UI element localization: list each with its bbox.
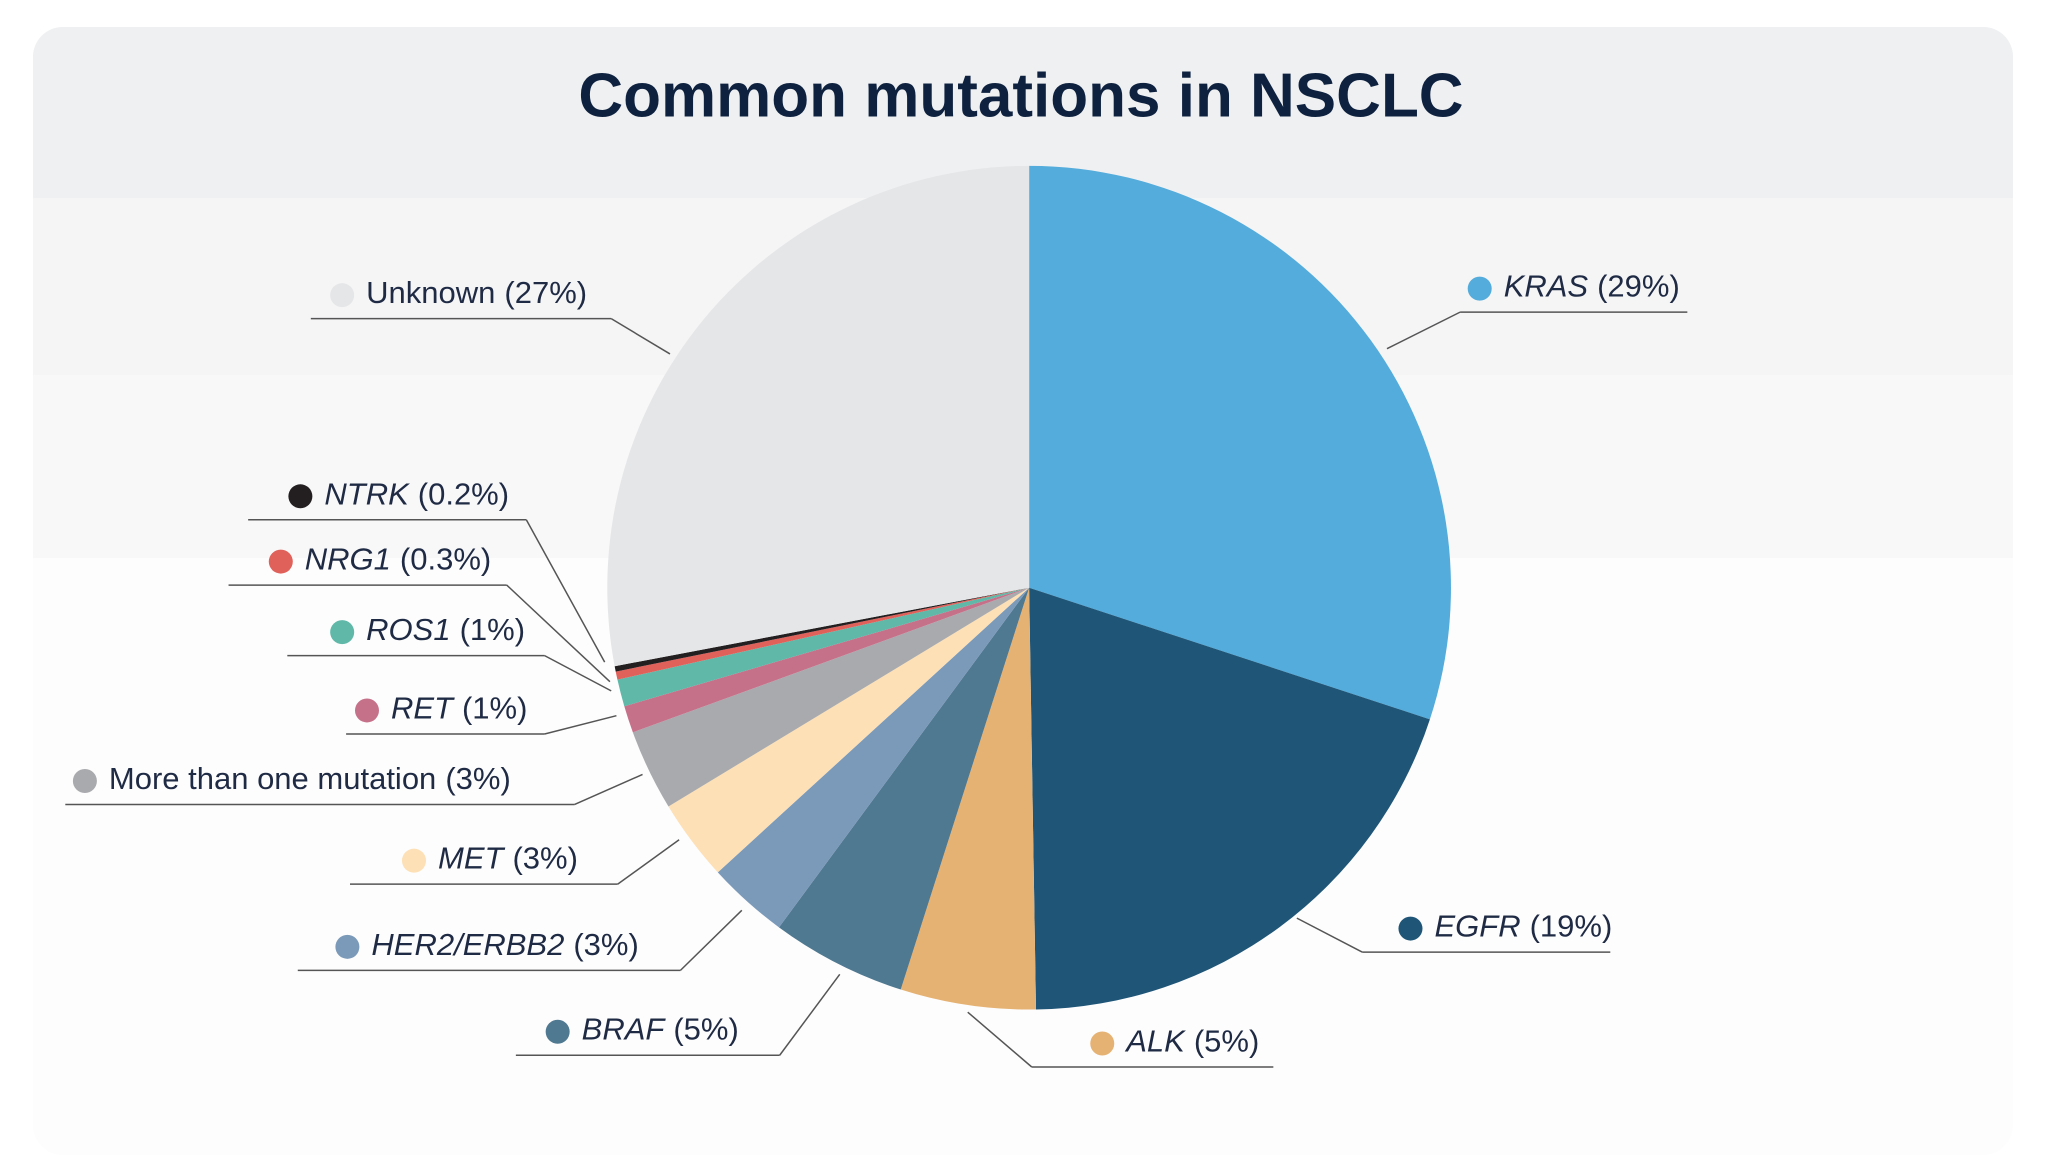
label-value: (5%) — [1194, 1024, 1259, 1059]
label-category: BRAF — [582, 1012, 667, 1047]
leader-line — [1386, 311, 1461, 350]
slice-label: NTRK (0.2%) — [324, 476, 509, 511]
pie-slice — [607, 165, 1030, 667]
label-category: ALK — [1124, 1024, 1186, 1059]
legend-dot — [545, 1019, 570, 1044]
pie-slice — [900, 587, 1036, 1010]
chart-title: Common mutations in NSCLC — [578, 61, 1463, 130]
pie-slice — [778, 587, 1030, 990]
legend-dot — [330, 620, 355, 645]
leader-line — [506, 584, 611, 683]
leader-line — [544, 714, 617, 735]
leader-line — [779, 973, 841, 1056]
leader-line — [679, 909, 743, 971]
label-value: (0.2%) — [418, 476, 509, 511]
pie-slice — [632, 587, 1030, 807]
leader-line — [544, 654, 612, 692]
slice-label: MET (3%) — [438, 841, 578, 876]
legend-dot — [1090, 1031, 1115, 1056]
slice-label: NRG1 (0.3%) — [305, 542, 491, 577]
slice-label: RET (1%) — [391, 691, 527, 726]
pie-slice — [668, 587, 1030, 873]
label-value: (1%) — [460, 612, 525, 647]
legend-dot — [402, 848, 427, 873]
slice-label: ROS1 (1%) — [366, 612, 525, 647]
legend-dot — [72, 768, 97, 793]
slice-label: Unknown (27%) — [366, 275, 587, 310]
leader-line — [574, 773, 643, 806]
slice-label: HER2/ERBB2 (3%) — [371, 927, 638, 962]
label-category: NTRK — [324, 476, 410, 511]
label-value: (1%) — [462, 691, 527, 726]
legend-dot — [268, 549, 293, 574]
slice-label: ALK (5%) — [1124, 1024, 1259, 1059]
label-value: (29%) — [1597, 269, 1680, 304]
label-category: KRAS — [1504, 269, 1589, 304]
label-value: (3%) — [573, 927, 638, 962]
label-value: (19%) — [1530, 909, 1613, 944]
label-value: (3%) — [445, 761, 510, 796]
legend-dot — [354, 698, 379, 723]
leader-line — [1296, 917, 1363, 953]
pie-slice — [717, 587, 1030, 928]
leader-line — [617, 839, 680, 885]
label-value: (5%) — [673, 1012, 738, 1047]
legend-dot — [330, 283, 355, 308]
label-category: More than one mutation — [109, 761, 436, 796]
slice-label: More than one mutation (3%) — [109, 761, 511, 796]
pie-slice — [1029, 587, 1430, 1010]
label-category: HER2/ERBB2 — [371, 927, 564, 962]
slice-label: BRAF (5%) — [582, 1012, 739, 1047]
label-category: EGFR — [1434, 909, 1520, 944]
label-category: RET — [391, 691, 455, 726]
label-value: (3%) — [512, 841, 577, 876]
legend-dot — [1467, 276, 1492, 301]
label-category: ROS1 — [366, 612, 450, 647]
leader-line — [967, 1011, 1033, 1068]
legend-dot — [288, 484, 313, 509]
pie-slice — [614, 587, 1030, 672]
leader-line — [610, 318, 671, 355]
pie-slice — [624, 587, 1030, 733]
slice-label: KRAS (29%) — [1504, 269, 1680, 304]
legend-dot — [335, 934, 360, 959]
pie-slice — [615, 587, 1030, 680]
slice-label: EGFR (19%) — [1434, 909, 1612, 944]
label-value: (27%) — [504, 275, 587, 310]
pie-slice — [1029, 165, 1451, 720]
label-category: MET — [438, 841, 506, 876]
legend-dot — [1398, 916, 1423, 941]
pie-slice — [617, 587, 1030, 707]
label-category: NRG1 — [305, 542, 391, 577]
leader-line — [525, 519, 606, 663]
label-value: (0.3%) — [400, 542, 491, 577]
label-category: Unknown — [366, 275, 495, 310]
